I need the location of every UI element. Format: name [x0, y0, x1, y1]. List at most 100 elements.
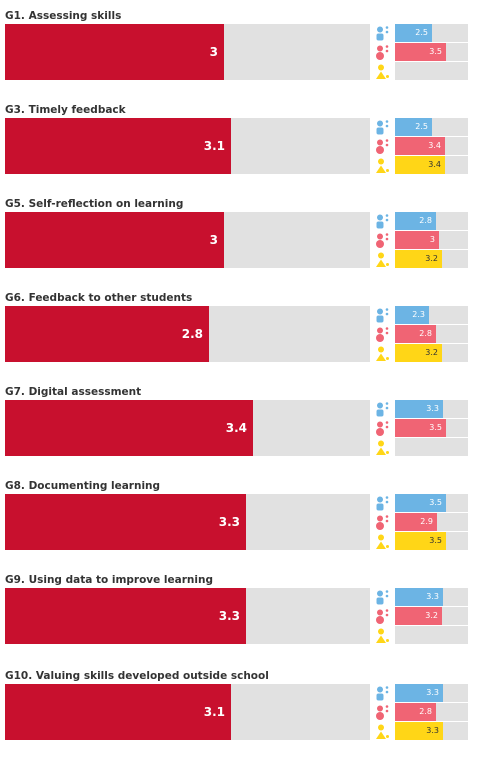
teachers-bar	[395, 137, 445, 155]
overall-bar-track: 3	[5, 24, 370, 80]
overall-bar-track: 2.8	[5, 306, 370, 362]
student-icon	[376, 534, 389, 549]
teachers-value-label: 3.4	[428, 141, 441, 150]
school-leaders-value-label: 3.3	[426, 688, 439, 697]
teachers-icon-wrap	[375, 232, 391, 252]
school-leader-icon	[376, 686, 389, 701]
indicator-block: G3. Timely feedback 3.1 2.5 3.4 3.4	[0, 104, 477, 184]
teachers-value-label: 3.5	[429, 47, 442, 56]
teachers-bar	[395, 325, 436, 343]
students-bar-track	[395, 438, 468, 456]
students-bar	[395, 250, 442, 268]
indicator-title: G3. Timely feedback	[5, 104, 126, 116]
teacher-icon	[376, 45, 389, 60]
overall-value-label: 3.1	[203, 139, 225, 153]
teachers-bar	[395, 43, 446, 61]
students-icon-wrap	[375, 157, 391, 177]
indicator-title: G6. Feedback to other students	[5, 292, 193, 304]
school-leaders-value-label: 3.3	[426, 404, 439, 413]
overall-bar-track: 3	[5, 212, 370, 268]
school-leaders-bar-track: 2.8	[395, 212, 468, 230]
school-leaders-icon-wrap	[375, 213, 391, 233]
teachers-bar	[395, 513, 437, 531]
student-icon	[376, 64, 389, 79]
school-leaders-bar-track: 3.3	[395, 400, 468, 418]
students-icon-wrap	[375, 251, 391, 271]
students-bar-track: 3.4	[395, 156, 468, 174]
overall-bar-track: 3.1	[5, 118, 370, 174]
student-icon	[376, 252, 389, 267]
school-leaders-icon-wrap	[375, 25, 391, 45]
teachers-bar	[395, 419, 446, 437]
teachers-bar-track: 3	[395, 231, 468, 249]
students-bar-track	[395, 62, 468, 80]
overall-value-label: 3.1	[203, 705, 225, 719]
school-leader-icon	[376, 26, 389, 41]
indicator-block: G7. Digital assessment 3.4 3.3 3.5	[0, 386, 477, 466]
student-icon	[376, 440, 389, 455]
overall-bar	[5, 684, 231, 740]
students-icon-wrap	[375, 63, 391, 83]
teachers-bar	[395, 231, 439, 249]
students-bar-track: 3.2	[395, 344, 468, 362]
teacher-icon	[376, 421, 389, 436]
school-leader-icon	[376, 308, 389, 323]
students-icon-wrap	[375, 533, 391, 553]
student-icon	[376, 628, 389, 643]
teachers-icon-wrap	[375, 138, 391, 158]
teacher-icon	[376, 515, 389, 530]
teachers-bar-track: 3.4	[395, 137, 468, 155]
teacher-icon	[376, 609, 389, 624]
indicator-title: G9. Using data to improve learning	[5, 574, 213, 586]
overall-bar	[5, 588, 246, 644]
indicator-block: G1. Assessing skills 3 2.5 3.5	[0, 10, 477, 90]
overall-value-label: 3	[209, 233, 218, 247]
students-icon-wrap	[375, 627, 391, 647]
school-leaders-bar	[395, 306, 429, 324]
school-leader-icon	[376, 496, 389, 511]
students-bar	[395, 532, 446, 550]
teacher-icon	[376, 705, 389, 720]
overall-bar	[5, 400, 253, 456]
school-leaders-value-label: 2.5	[415, 122, 428, 131]
school-leaders-bar-track: 2.5	[395, 24, 468, 42]
teacher-icon	[376, 139, 389, 154]
students-bar-track: 3.3	[395, 722, 468, 740]
teachers-icon-wrap	[375, 44, 391, 64]
teachers-icon-wrap	[375, 514, 391, 534]
school-leaders-value-label: 2.8	[419, 216, 432, 225]
overall-bar	[5, 306, 209, 362]
school-leaders-value-label: 3.3	[426, 592, 439, 601]
students-icon-wrap	[375, 723, 391, 743]
school-leaders-icon-wrap	[375, 307, 391, 327]
teachers-value-label: 2.8	[419, 329, 432, 338]
teachers-bar-track: 2.8	[395, 325, 468, 343]
indicator-block: G10. Valuing skills developed outside sc…	[0, 670, 477, 750]
school-leaders-bar-track: 3.3	[395, 588, 468, 606]
students-bar-track: 3.5	[395, 532, 468, 550]
school-leaders-bar	[395, 400, 443, 418]
overall-value-label: 3	[209, 45, 218, 59]
teachers-icon-wrap	[375, 608, 391, 628]
teachers-value-label: 2.8	[419, 707, 432, 716]
students-bar-track: 3.2	[395, 250, 468, 268]
teachers-bar-track: 3.2	[395, 607, 468, 625]
students-icon-wrap	[375, 345, 391, 365]
overall-bar-track: 3.3	[5, 494, 370, 550]
teachers-bar-track: 2.9	[395, 513, 468, 531]
school-leader-icon	[376, 402, 389, 417]
indicator-title: G1. Assessing skills	[5, 10, 122, 22]
overall-bar-track: 3.1	[5, 684, 370, 740]
school-leaders-bar	[395, 684, 443, 702]
teachers-bar-track: 2.8	[395, 703, 468, 721]
overall-value-label: 3.3	[218, 609, 240, 623]
school-leaders-bar	[395, 212, 436, 230]
school-leader-icon	[376, 214, 389, 229]
school-leader-icon	[376, 590, 389, 605]
school-leaders-bar	[395, 588, 443, 606]
teachers-icon-wrap	[375, 326, 391, 346]
school-leaders-icon-wrap	[375, 119, 391, 139]
school-leader-icon	[376, 120, 389, 135]
school-leaders-bar	[395, 118, 432, 136]
students-value-label: 3.3	[426, 726, 439, 735]
